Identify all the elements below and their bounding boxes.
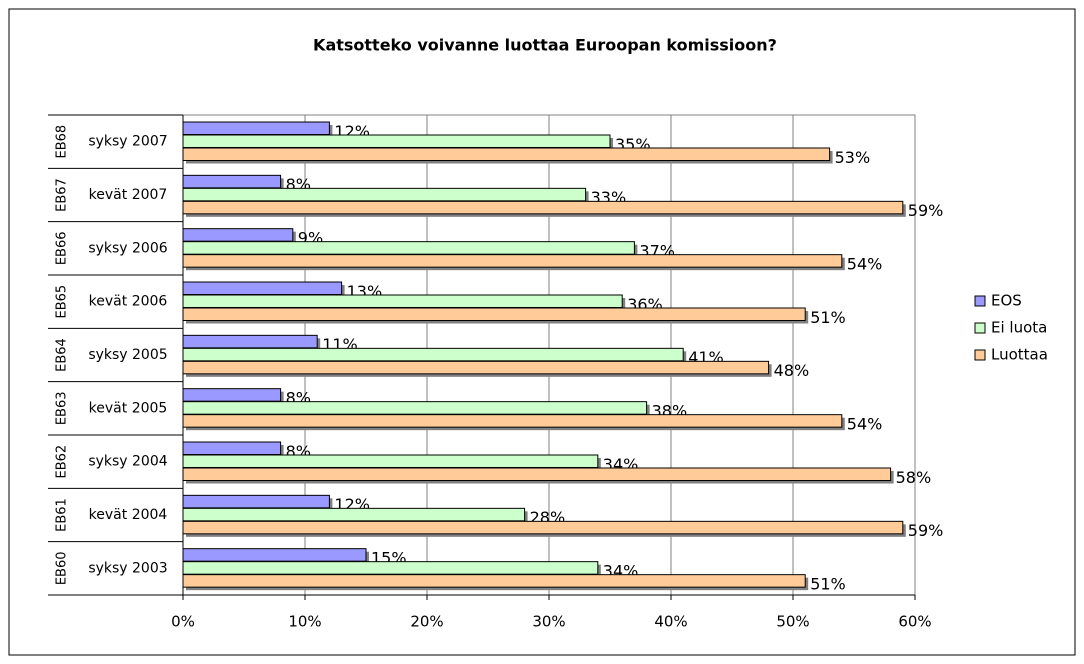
bar — [182, 174, 282, 189]
bar — [182, 574, 806, 588]
value-label: 51% — [810, 574, 846, 593]
bar — [182, 467, 892, 481]
x-tick-label: 10% — [288, 613, 321, 631]
bar — [182, 401, 648, 415]
bar — [182, 147, 831, 161]
bar — [182, 281, 343, 295]
category-label: kevät 2004 — [89, 507, 168, 523]
category-label: syksy 2007 — [88, 134, 167, 150]
group-label: EB67 — [55, 178, 70, 212]
bar — [182, 200, 904, 215]
group-label: EB61 — [55, 498, 70, 532]
group-label: EB60 — [55, 551, 70, 585]
category-label: kevät 2005 — [89, 400, 168, 416]
value-label: 48% — [774, 361, 810, 380]
bar — [182, 388, 282, 402]
x-tick-label: 40% — [654, 613, 687, 631]
legend-label: Luottaa — [991, 346, 1048, 364]
bar — [182, 307, 806, 321]
group-label: EB62 — [55, 445, 70, 479]
category-label: kevät 2007 — [89, 187, 168, 203]
bar — [182, 507, 526, 522]
bar — [182, 454, 599, 468]
bar — [182, 360, 770, 375]
category-label: kevät 2006 — [89, 294, 168, 310]
x-tick-label: 50% — [776, 613, 809, 631]
value-label: 51% — [810, 308, 846, 327]
group-label: EB65 — [55, 285, 70, 319]
bar — [182, 241, 635, 255]
group-label: EB63 — [55, 391, 70, 425]
bar — [182, 414, 843, 428]
bar — [182, 441, 282, 455]
bar — [182, 187, 587, 202]
value-label: 53% — [835, 148, 871, 167]
bar — [182, 520, 904, 535]
group-label: EB64 — [55, 338, 70, 372]
x-tick-label: 60% — [898, 613, 931, 631]
category-label: syksy 2004 — [88, 454, 167, 470]
chart-title: Katsotteko voivanne luottaa Euroopan kom… — [313, 36, 777, 55]
value-label: 54% — [847, 414, 883, 433]
x-tick-label: 0% — [171, 613, 195, 631]
bar — [182, 228, 294, 242]
bar — [182, 121, 330, 135]
bar — [182, 254, 843, 268]
bar — [182, 561, 599, 575]
x-tick-label: 20% — [410, 613, 443, 631]
bar — [182, 334, 318, 349]
value-label: 58% — [896, 468, 932, 487]
legend-swatch — [974, 295, 986, 307]
value-label: 54% — [847, 254, 883, 273]
bar — [182, 294, 623, 308]
legend-swatch — [974, 322, 986, 334]
group-label: EB68 — [55, 125, 70, 159]
category-label: syksy 2006 — [88, 240, 167, 256]
bar — [182, 347, 684, 362]
value-label: 59% — [908, 201, 944, 220]
bar — [182, 134, 611, 148]
legend-label: Ei luota — [991, 319, 1047, 337]
group-label: EB66 — [55, 231, 70, 265]
x-tick-label: 30% — [532, 613, 565, 631]
legend-label: EOS — [991, 292, 1022, 310]
category-label: syksy 2003 — [88, 560, 167, 576]
value-label: 59% — [908, 521, 944, 540]
category-label: syksy 2005 — [88, 347, 167, 363]
bar — [182, 548, 367, 562]
legend-swatch — [974, 349, 986, 361]
bar — [182, 494, 330, 509]
